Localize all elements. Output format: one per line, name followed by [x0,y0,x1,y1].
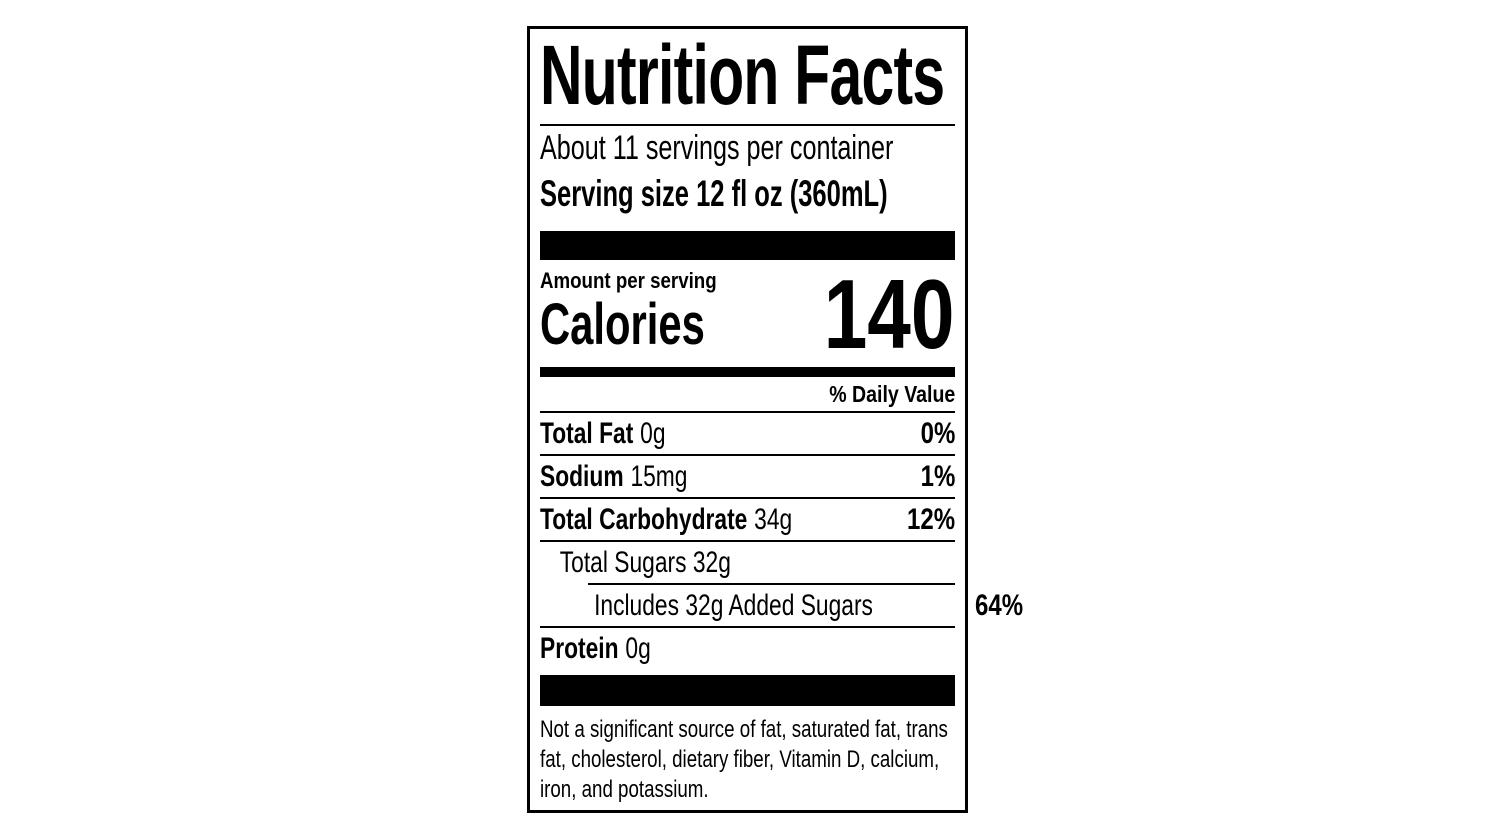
nutrient-amount: Includes 32g Added Sugars [594,588,873,622]
nutrient-row-total-fat: Total Fat 0g 0% [540,411,955,454]
nutrient-row-total-carbohydrate: Total Carbohydrate 34g 12% [540,497,955,540]
calories-label-text: Calories [540,292,705,357]
label-title-text: Nutrition Facts [540,28,945,122]
amount-per-serving-text: Amount per serving [540,268,717,293]
title-divider [540,124,955,126]
nutrient-daily-value: 1% [920,459,955,493]
calories-section: Amount per serving Calories 140 [540,259,955,369]
nutrient-name: Total Carbohydrate [540,502,748,536]
serving-size: Serving size 12 fl oz (360mL) [540,171,955,217]
nutrient-amount: 34g [754,502,793,536]
nutrient-rows: Total Fat 0g 0% Sodium 15mg 1% Total Carbo… [540,411,1023,669]
nutrient-amount: 0g [625,631,651,665]
serving-size-text: Serving size 12 fl oz (360mL) [540,173,888,214]
nutrient-row-sodium: Sodium 15mg 1% [540,454,955,497]
nutrient-name: Sodium [540,459,624,493]
nutrient-daily-value: 12% [906,502,955,536]
daily-value-header-text: % Daily Value [828,381,955,407]
nutrient-amount: Total Sugars 32g [559,545,731,579]
nutrient-name: Protein [540,631,619,665]
nutrient-daily-value: 0% [920,416,955,450]
calories-value-text: 140 [824,259,955,369]
daily-value-header: % Daily Value [540,381,955,407]
thick-separator-bar-top [540,231,955,260]
nutrition-facts-label: Nutrition Facts About 11 servings per co… [527,26,1023,813]
nutrient-row-added-sugars: Includes 32g Added Sugars 64% [588,583,1023,626]
thick-separator-bar-bottom [540,675,955,706]
nutrient-row-total-sugars: Total Sugars 32g [540,540,955,583]
amount-per-serving-label: Amount per serving [540,268,955,294]
medium-separator-bar [540,367,955,377]
nutrient-name: Total Fat [540,416,634,450]
footnote-section: Not a significant source of fat, saturat… [540,715,955,805]
calories-label: Calories [540,294,955,356]
servings-per-container-text: About 11 servings per container [540,129,894,167]
servings-per-container: About 11 servings per container [540,126,955,171]
label-title: Nutrition Facts [540,28,955,122]
nutrient-amount: 0g [640,416,666,450]
nutrient-daily-value: 64% [974,588,1023,622]
footnote-text: Not a significant source of fat, saturat… [540,716,948,803]
calories-value: 140 [791,259,955,369]
nutrient-amount: 15mg [630,459,688,493]
nutrient-row-protein: Protein 0g [540,626,955,669]
